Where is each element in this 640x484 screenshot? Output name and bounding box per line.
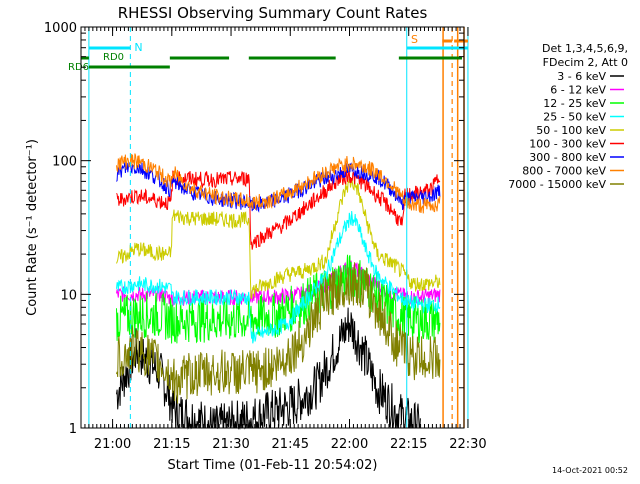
rd0-label: RD0: [103, 52, 124, 63]
y-tick-label-3: 1000: [44, 21, 77, 36]
series-line-3: [116, 210, 441, 344]
legend-header-1: FDecim 2, Att 0: [543, 56, 628, 69]
x-tick-label-4: 22:00: [331, 437, 368, 452]
y-tick-label-2: 100: [52, 155, 77, 170]
x-tick-label-1: 21:15: [153, 437, 190, 452]
series-line-5: [116, 169, 441, 250]
x-axis-label: Start Time (01-Feb-11 20:54:02): [168, 458, 378, 473]
legend-label-0: 3 - 6 keV: [557, 70, 606, 83]
y-tick-label-1: 10: [60, 288, 77, 303]
series-line-8: [116, 262, 441, 404]
chart-title: RHESSI Observing Summary Count Rates: [118, 4, 428, 22]
legend-label-1: 6 - 12 keV: [550, 84, 606, 97]
saa-label: S: [411, 33, 418, 46]
legend-label-5: 100 - 300 keV: [529, 138, 606, 151]
x-tick-label-5: 22:15: [390, 437, 427, 452]
footer-timestamp: 14-Oct-2021 00:52: [552, 466, 628, 475]
legend-label-7: 800 - 7000 keV: [522, 165, 606, 178]
legend-label-2: 12 - 25 keV: [543, 97, 606, 110]
plot-frame: [80, 26, 465, 429]
series-line-7: [116, 153, 441, 214]
rd6-label: RD6: [68, 62, 89, 73]
x-tick-label-0: 21:00: [94, 437, 131, 452]
legend-label-3: 25 - 50 keV: [543, 111, 606, 124]
series-line-2: [116, 254, 441, 344]
y-tick-label-0: 1: [69, 422, 77, 437]
legend-label-8: 7000 - 15000 keV: [508, 178, 606, 191]
legend-label-4: 50 - 100 keV: [536, 124, 606, 137]
legend-label-6: 300 - 800 keV: [529, 151, 606, 164]
x-tick-label-2: 21:30: [212, 437, 249, 452]
night-label: N: [134, 41, 142, 54]
legend-header-0: Det 1,3,4,5,6,9,: [542, 42, 628, 55]
y-axis-label: Count Rate (s⁻¹ detector⁻¹): [25, 139, 40, 316]
series-line-4: [116, 177, 441, 300]
series-line-0: [116, 307, 421, 430]
x-tick-label-6: 22:30: [449, 437, 486, 452]
x-tick-label-3: 21:45: [272, 437, 309, 452]
